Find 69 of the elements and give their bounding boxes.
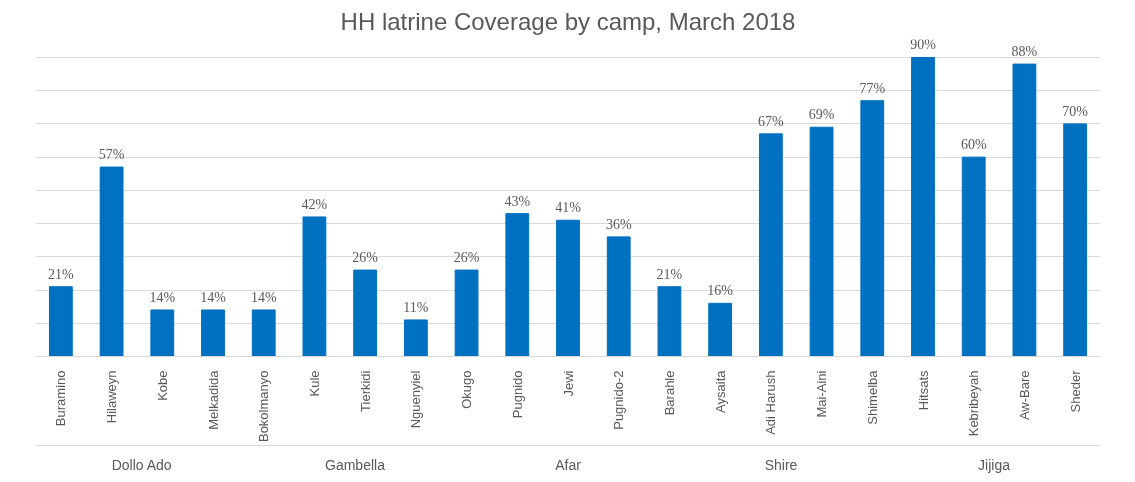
data-label: 16% (707, 283, 734, 299)
bar (201, 309, 225, 357)
x-tick-label: Aysaita (712, 369, 728, 413)
text: Shire (764, 456, 798, 473)
x-tick-label: Barahle (661, 370, 677, 416)
x-tick-label: Buramino (53, 370, 69, 427)
bar (99, 166, 124, 357)
bar (48, 286, 73, 357)
bar (809, 126, 834, 357)
bar (1012, 63, 1037, 357)
data-label: 26% (453, 250, 480, 266)
x-tick-label: Melkadida (205, 369, 221, 430)
x-tick-label: Nguenyiel (408, 370, 424, 429)
data-label: 67% (758, 113, 785, 129)
data-label: 57% (98, 147, 125, 163)
data-label: 14% (250, 289, 277, 305)
bar (150, 309, 175, 357)
data-label: 69% (808, 107, 835, 123)
bar (454, 269, 479, 357)
data-label: 14% (149, 289, 176, 305)
bar (353, 269, 378, 357)
x-tick-label: Mai-Aini (814, 370, 830, 418)
text: Dollo Ado (111, 456, 172, 473)
bar (1063, 123, 1088, 357)
data-label: 42% (301, 196, 328, 212)
bar (505, 213, 530, 357)
data-label: 14% (200, 289, 227, 305)
chart-title: HH latrine Coverage by camp, March 2018 (340, 7, 796, 35)
x-tick-label: Hitsats (915, 370, 931, 411)
bar (251, 309, 276, 357)
bar (606, 236, 631, 357)
text: Gambella (325, 456, 386, 473)
x-tick-label: Adi Harush (763, 370, 779, 435)
data-label: 70% (1062, 103, 1089, 119)
data-label: 21% (48, 266, 75, 282)
bar (860, 100, 885, 357)
x-tick-label: Shimelba (864, 369, 880, 425)
bar (302, 216, 327, 357)
data-label: 11% (403, 299, 429, 315)
data-label: 77% (859, 80, 886, 96)
bar (708, 302, 733, 357)
x-tick-label: Pugnido (509, 370, 525, 419)
bar (911, 56, 935, 357)
data-label: 88% (1011, 44, 1038, 60)
text: Afar (555, 456, 582, 473)
x-tick-label: Hilaweyn (104, 370, 120, 424)
x-tick-label: Kule (306, 370, 322, 397)
data-label: 41% (555, 200, 582, 216)
bar (403, 319, 428, 357)
bar (556, 219, 580, 357)
x-tick-label: Aw-Bare (1016, 370, 1032, 421)
data-label: 21% (656, 266, 683, 282)
bar (961, 156, 986, 357)
x-tick-label: Sheder (1067, 369, 1083, 413)
x-tick-label: Tierkidi (357, 370, 373, 412)
bar (758, 133, 783, 357)
data-label: 36% (605, 216, 632, 232)
x-tick-label: Kobe (154, 370, 170, 401)
x-tick-label: Pugnido-2 (611, 370, 627, 430)
bar (657, 286, 682, 357)
x-tick-label: Jewi (560, 370, 576, 397)
data-label: 43% (504, 193, 531, 209)
text: Jijiga (978, 456, 1011, 473)
data-label: 60% (960, 137, 987, 153)
x-tick-label: Bokolmanyo (256, 370, 272, 443)
data-label: 90% (910, 37, 937, 53)
x-tick-label: Okugo (459, 370, 475, 409)
x-tick-label: Kebribeyah (966, 370, 982, 437)
data-label: 26% (352, 250, 379, 266)
